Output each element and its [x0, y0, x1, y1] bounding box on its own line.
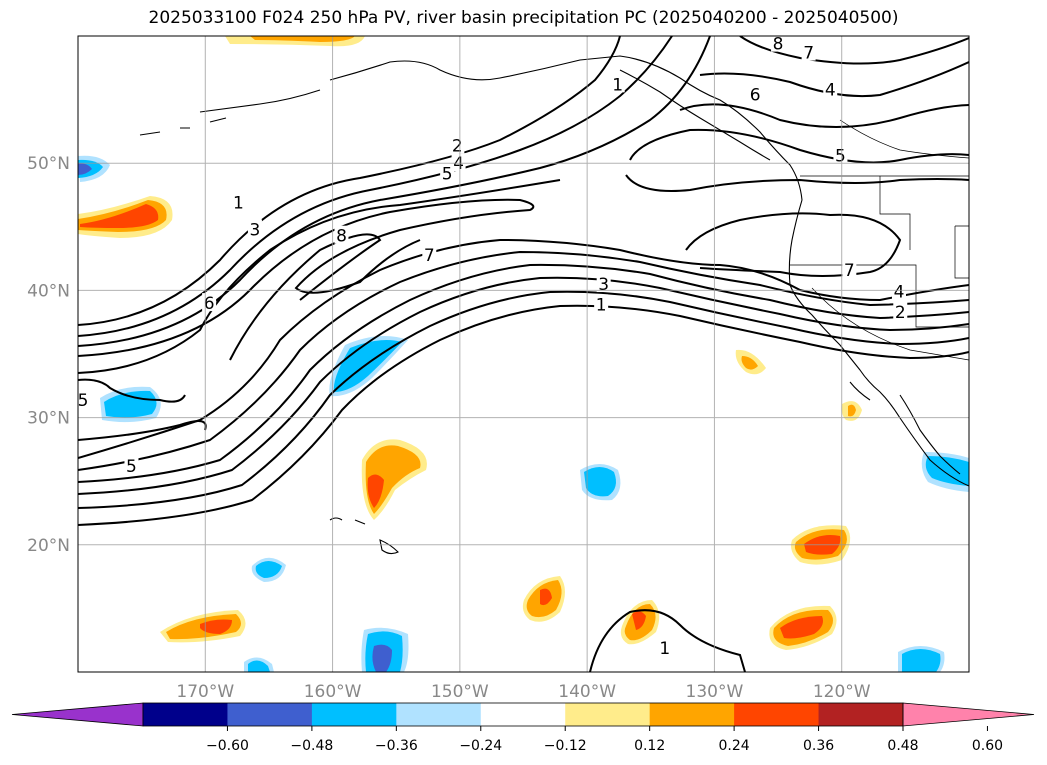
contour-label: 5	[835, 147, 846, 167]
contour-label: 1	[596, 295, 607, 315]
contour-label: 4	[825, 80, 836, 100]
colorbar-tick-label: −0.24	[459, 738, 502, 754]
colorbar-box	[396, 703, 482, 726]
contour-label: 2	[895, 303, 906, 323]
colorbar-box	[818, 703, 904, 726]
lon-tick-label: 150°W	[431, 682, 489, 700]
colorbar-extend-high	[902, 702, 1035, 727]
precip-anomaly-fill	[78, 36, 969, 672]
latitude-labels: 50°N 40°N 30°N 20°N	[27, 154, 70, 556]
contour-label: 4	[894, 283, 905, 303]
colorbar-extend-low	[11, 702, 144, 727]
lat-tick-label: 40°N	[27, 281, 70, 301]
colorbar-box	[649, 703, 735, 726]
colorbar-box	[311, 703, 397, 726]
borders	[790, 119, 969, 361]
contour-label-bg	[440, 163, 455, 182]
contour-label-bg	[801, 42, 816, 61]
contour-label-bg	[247, 219, 262, 238]
contour-label-bg	[124, 455, 139, 474]
colorbar-box	[227, 703, 313, 726]
contour-label-bg	[334, 225, 349, 244]
colorbar-tick-label: 0.60	[972, 738, 1003, 754]
colorbar-ticks: −0.60 −0.48 −0.36 −0.24 −0.12 0.12 0.24 0.36 0.4…	[206, 726, 1003, 754]
lon-tick-label: 170°W	[176, 682, 234, 700]
contour-label-bg	[842, 260, 857, 279]
contour-label-bg	[596, 274, 611, 293]
pv-contours	[78, 36, 969, 672]
contour-label: 8	[773, 35, 784, 55]
contour-label: 2	[452, 136, 463, 156]
lat-tick-label: 50°N	[27, 154, 70, 174]
contour-label-bg	[893, 302, 908, 321]
colorbar-tick-label: 0.12	[634, 738, 665, 754]
contour-label: 5	[78, 391, 89, 411]
colorbar-outline	[142, 702, 904, 727]
colorbar-tick-label: −0.48	[290, 738, 333, 754]
contour-label: 4	[453, 154, 464, 174]
longitude-labels: 170°W 160°W 150°W 140°W 130°W 120°W	[176, 682, 870, 700]
contour-label: 1	[612, 75, 623, 95]
colorbar-tick-label: −0.12	[544, 738, 587, 754]
contour-label: 8	[336, 227, 347, 247]
map-frame	[77, 35, 970, 673]
map-title: 2025033100 F024 250 hPa PV, river basin …	[148, 8, 899, 28]
contour-label: 6	[750, 86, 761, 106]
contour-label-bg	[610, 74, 625, 93]
contour-label: 5	[126, 457, 137, 477]
lat-tick-label: 30°N	[27, 409, 70, 429]
lon-tick-label: 130°W	[686, 682, 744, 700]
contour-label: 7	[844, 261, 855, 281]
colorbar-tick-label: −0.60	[206, 738, 249, 754]
colorbar-box	[143, 703, 228, 726]
lat-tick-label: 20°N	[27, 536, 70, 556]
contour-label-bg	[833, 145, 848, 164]
contour-label-bg	[748, 84, 763, 103]
contour-label: 7	[803, 44, 814, 64]
colorbar-tick-label: 0.36	[803, 738, 834, 754]
contour-label: 7	[424, 246, 435, 266]
colorbar-box	[565, 703, 651, 726]
lon-tick-label: 140°W	[558, 682, 616, 700]
contour-label-bg	[231, 192, 246, 211]
contour-label-bg	[594, 294, 609, 313]
contour-label-bg	[422, 244, 437, 263]
contour-label-bg	[451, 153, 466, 172]
colorbar-boxes	[11, 702, 1035, 727]
colorbar-box	[480, 703, 566, 726]
contour-label-bg	[78, 389, 91, 408]
colorbar-box	[734, 703, 820, 726]
lon-tick-label: 120°W	[813, 682, 871, 700]
contour-label-bg	[771, 36, 786, 52]
lon-tick-label: 160°W	[304, 682, 362, 700]
contour-label: 1	[659, 639, 670, 659]
contour-label: 6	[204, 294, 215, 314]
colorbar-tick-label: 0.48	[887, 738, 918, 754]
colorbar-tick-label: −0.36	[375, 738, 418, 754]
contour-label-bg	[450, 135, 465, 154]
gridlines	[78, 36, 969, 672]
contour-label-bg	[823, 79, 838, 98]
coastline	[139, 55, 969, 555]
contour-label: 3	[250, 220, 261, 240]
contour-label: 3	[598, 275, 609, 295]
contour-label-bg	[657, 637, 672, 656]
colorbar-tick-label: 0.24	[719, 738, 750, 754]
contour-label: 5	[442, 164, 453, 184]
contour-label: 1	[233, 194, 244, 214]
